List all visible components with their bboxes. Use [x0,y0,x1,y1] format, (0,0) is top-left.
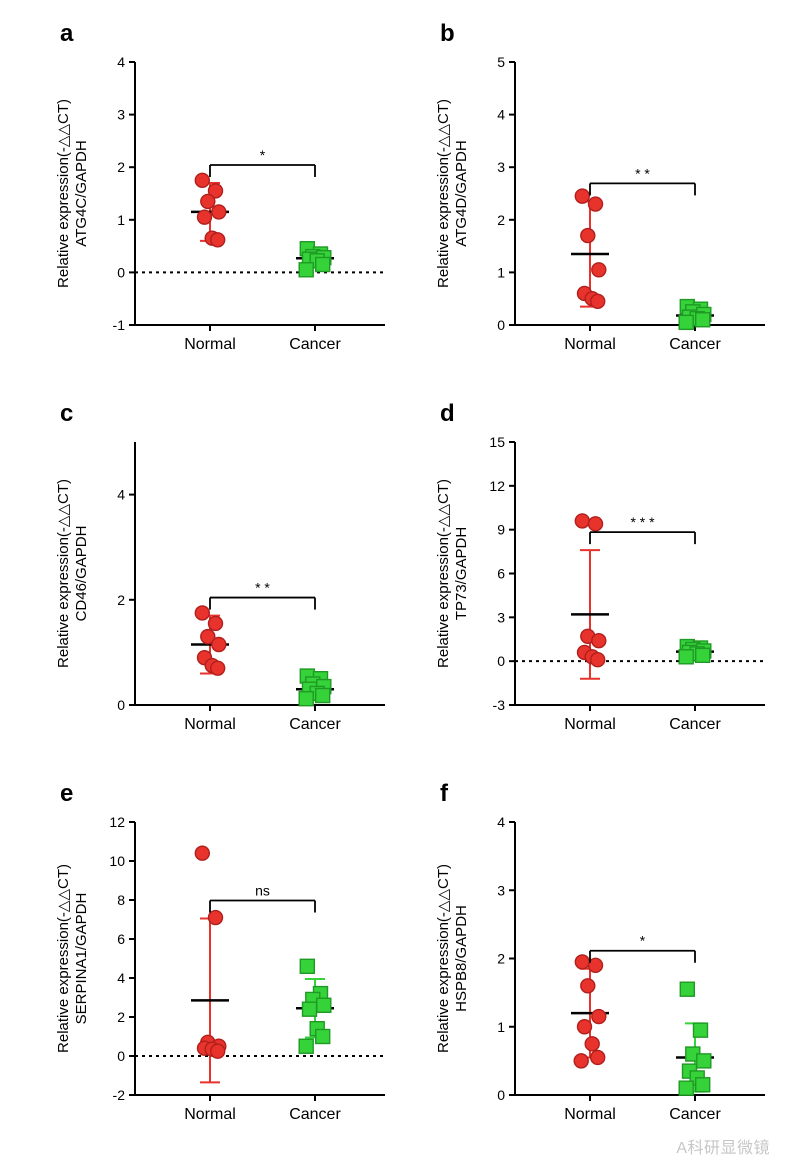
panel-a: -1 0 1 2 3 4 Normal Cancer Relative expression(-… [40,20,400,380]
svg-text:0: 0 [117,264,125,280]
svg-text:*: * [640,933,646,949]
svg-text:Normal: Normal [184,336,236,353]
svg-text:4: 4 [117,970,125,986]
svg-text:9: 9 [497,522,505,538]
svg-text:0: 0 [117,1048,125,1064]
svg-text:0: 0 [497,653,505,669]
panel-c: 0 2 4 Normal Cancer Relative expression(-△△CT… [40,400,400,760]
svg-text:ATG4D/GAPDH: ATG4D/GAPDH [453,140,470,246]
svg-text:10: 10 [109,853,125,869]
svg-text:2: 2 [497,951,505,967]
svg-text:Cancer: Cancer [669,716,721,733]
panel-e: -2 0 2 4 6 8 10 12 Normal Cancer Relative expressi… [40,780,400,1150]
panel-label-b: b [440,20,455,48]
svg-text:0: 0 [117,697,125,713]
svg-text:4: 4 [117,54,125,70]
svg-text:Normal: Normal [184,716,236,733]
svg-text:4: 4 [497,107,505,123]
svg-text:3: 3 [497,609,505,625]
panel-label-a: a [60,20,73,48]
svg-text:Normal: Normal [184,1106,236,1123]
svg-text:Relative expression(-△△CT): Relative expression(-△△CT) [435,864,452,1053]
svg-text:*: * [260,147,266,163]
svg-text:4: 4 [497,814,505,830]
svg-text:* * *: * * * [630,514,655,530]
svg-text:* *: * * [255,580,270,596]
svg-text:Relative expression(-△△CT): Relative expression(-△△CT) [55,479,72,668]
svg-text:15: 15 [489,434,505,450]
svg-text:HSPB8/GAPDH: HSPB8/GAPDH [453,905,470,1012]
svg-text:1: 1 [497,264,505,280]
svg-text:2: 2 [117,1009,125,1025]
svg-text:6: 6 [117,931,125,947]
panel-b: 0 1 2 3 4 5 Normal Cancer Relative expression(-△… [420,20,780,380]
panel-f: 0 1 2 3 4 Normal Cancer Relative expression(-△△… [420,780,780,1150]
svg-text:* *: * * [635,165,650,181]
svg-text:0: 0 [497,1087,505,1103]
svg-text:ns: ns [255,883,270,899]
svg-text:Normal: Normal [564,336,616,353]
svg-text:6: 6 [497,566,505,582]
svg-text:Cancer: Cancer [289,716,341,733]
svg-text:TP73/GAPDH: TP73/GAPDH [453,527,470,620]
svg-text:-3: -3 [493,697,506,713]
svg-text:1: 1 [497,1019,505,1035]
panel-label-d: d [440,400,455,428]
svg-text:Relative expression(-△△CT): Relative expression(-△△CT) [55,99,72,288]
svg-text:5: 5 [497,54,505,70]
svg-text:2: 2 [497,212,505,228]
svg-text:Normal: Normal [564,1106,616,1123]
svg-text:Relative expression(-△△CT): Relative expression(-△△CT) [55,864,72,1053]
panel-label-c: c [60,400,73,428]
svg-text:3: 3 [117,107,125,123]
svg-text:SERPINA1/GAPDH: SERPINA1/GAPDH [73,893,90,1025]
panel-label-f: f [440,780,448,808]
svg-text:CD46/GAPDH: CD46/GAPDH [73,526,90,622]
svg-text:12: 12 [489,478,505,494]
figure-container: A科研显微镜 -101234NormalCancerRelative expre… [0,0,800,1166]
svg-text:ATG4C/GAPDH: ATG4C/GAPDH [73,140,90,246]
svg-text:Relative expression(-△△CT): Relative expression(-△△CT) [435,479,452,668]
panel-d: -3 0 3 6 9 12 15 Normal Cancer Relative expressio… [420,400,780,760]
svg-text:1: 1 [117,212,125,228]
svg-text:Cancer: Cancer [669,1106,721,1123]
svg-text:3: 3 [497,159,505,175]
svg-text:Normal: Normal [564,716,616,733]
svg-text:Relative expression(-△△CT): Relative expression(-△△CT) [435,99,452,288]
svg-text:2: 2 [117,159,125,175]
svg-text:2: 2 [117,592,125,608]
svg-text:4: 4 [117,487,125,503]
svg-text:Cancer: Cancer [289,336,341,353]
svg-text:-2: -2 [113,1087,126,1103]
svg-text:0: 0 [497,317,505,333]
svg-text:Cancer: Cancer [669,336,721,353]
svg-text:12: 12 [109,814,125,830]
svg-text:-1: -1 [113,317,126,333]
panel-label-e: e [60,780,73,808]
svg-text:Cancer: Cancer [289,1106,341,1123]
svg-text:3: 3 [497,882,505,898]
svg-text:8: 8 [117,892,125,908]
